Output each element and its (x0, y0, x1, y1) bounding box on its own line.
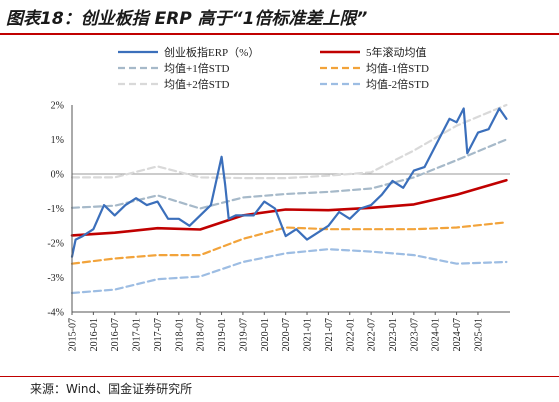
y-tick-label: 0% (51, 170, 64, 181)
x-axis: 2015-07 2016-01 2016-07 2017-01 2017-07 2018-… (68, 311, 510, 351)
y-tick-label: -2% (47, 239, 64, 250)
legend-label-minus1: 均值-1倍STD (366, 61, 429, 75)
x-tick-label: 2020-07 (281, 318, 292, 351)
y-axis: 2% 1% 0% -1% -2% -3% -4% (47, 101, 73, 319)
x-tick-label: 2025-01 (473, 318, 484, 351)
x-tick-label: 2019-07 (238, 318, 249, 351)
series-line-plus1 (70, 138, 508, 210)
y-tick-label: -4% (47, 308, 64, 319)
x-tick-label: 2020-01 (260, 318, 271, 351)
series-line-plus2 (70, 103, 508, 180)
y-tick-label: -3% (47, 273, 64, 284)
source-rule (0, 376, 559, 377)
x-tick-label: 2016-01 (89, 318, 100, 351)
x-tick-label: 2023-07 (409, 318, 420, 351)
title-rule (0, 33, 559, 35)
x-tick-label: 2018-01 (174, 318, 185, 351)
legend-label-plus1: 均值+1倍STD (164, 61, 230, 75)
y-tick-label: 2% (51, 101, 64, 112)
series-line-minus2 (70, 248, 508, 295)
legend-label-erp: 创业板指ERP（%） (164, 45, 259, 59)
x-tick-label: 2015-07 (68, 318, 79, 351)
x-tick-label: 2023-01 (388, 318, 399, 351)
x-tick-label: 2016-07 (110, 318, 121, 351)
y-tick-label: -1% (47, 204, 64, 215)
x-tick-label: 2021-07 (324, 318, 335, 351)
series-group (70, 103, 508, 295)
x-tick-label: 2022-01 (345, 318, 356, 351)
figure-title: 图表18：创业板指 ERP 高于“1倍标准差上限” (6, 9, 368, 29)
legend-label-plus2: 均值+2倍STD (164, 77, 230, 91)
source-note: 来源：Wind、国金证券研究所 (30, 382, 193, 396)
y-tick-label: 1% (51, 135, 64, 146)
x-tick-label: 2017-07 (153, 318, 164, 351)
x-tick-label: 2021-01 (303, 318, 314, 351)
x-tick-label: 2018-07 (196, 318, 207, 351)
series-line-erp (70, 107, 508, 258)
x-tick-label: 2024-01 (431, 318, 442, 351)
series-line-ma5 (70, 178, 508, 237)
x-tick-label: 2022-07 (367, 318, 378, 351)
x-tick-label: 2024-07 (452, 318, 463, 351)
erp-line-chart: 2% 1% 0% -1% -2% -3% -4% 2015-07 2016-01 2016-07… (47, 45, 510, 351)
series-line-minus1 (70, 221, 508, 265)
x-tick-label: 2019-01 (217, 318, 228, 351)
x-tick-label: 2017-01 (132, 318, 143, 351)
legend-label-minus2: 均值-2倍STD (366, 77, 429, 91)
legend-label-ma5: 5年滚动均值 (366, 45, 427, 59)
